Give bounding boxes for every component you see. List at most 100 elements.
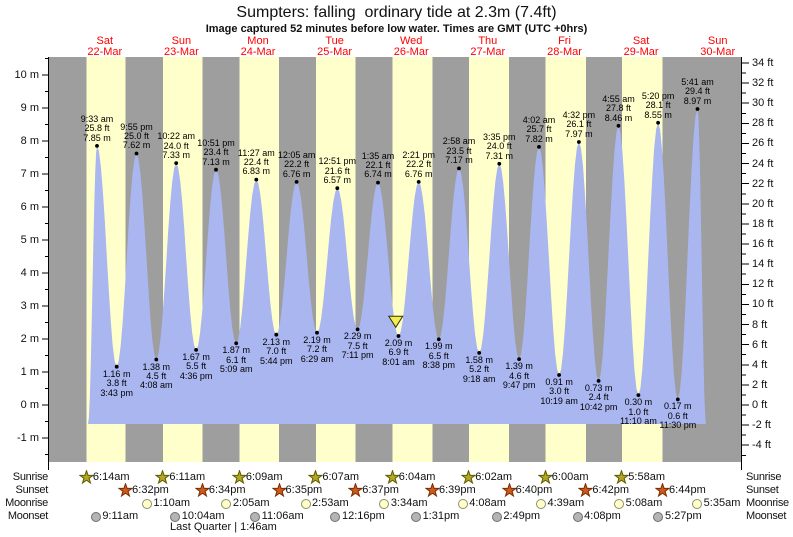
right-axis-tick-label: 12 ft — [752, 278, 774, 291]
high-tide-label: 9:33 am 25.8 ft 7.85 m — [65, 114, 129, 143]
tide-label-line: 8.46 m — [604, 112, 633, 123]
tide-curve-area — [88, 109, 706, 424]
tide-label-line: 8:38 pm — [422, 360, 456, 371]
moonrise-time: 5:08am — [625, 497, 663, 509]
day-header-label: Thu 27-Mar — [452, 36, 524, 57]
sunrise-time: 6:04am — [398, 470, 436, 483]
low-tide-dot — [315, 330, 319, 335]
day-header-label: Sat 22-Mar — [69, 36, 141, 57]
day-name: Sun — [707, 35, 728, 47]
low-tide-label: 1.67 m 5.5 ft 4:36 pm — [164, 352, 228, 381]
tide-label-line: 29.4 ft — [684, 86, 711, 97]
sunrise-star-icon — [384, 469, 400, 484]
tide-label-line: 4:08 am — [140, 380, 173, 391]
sunset-star-icon — [501, 482, 517, 497]
astro-row-label-left-moonset: Moonset — [7, 510, 48, 522]
high-tide-label: 12:51 pm 21.6 ft 6.57 m — [305, 156, 369, 185]
day-date: 22-Mar — [87, 45, 123, 58]
sunrise-star-icon — [384, 469, 400, 484]
tide-label-line: 6.76 m — [282, 168, 311, 179]
right-axis-tick-label: 24 ft — [752, 157, 774, 170]
day-header-label: Tue 25-Mar — [299, 36, 371, 57]
tide-label-line: 23.4 ft — [203, 147, 229, 158]
moonset-circle-icon — [250, 511, 261, 522]
day-header-label: Mon 24-Mar — [222, 36, 294, 57]
moonrise-circle-icon — [614, 498, 625, 509]
right-axis-tick-label: 6 ft — [752, 338, 768, 351]
low-tide-dot — [675, 397, 680, 402]
moonrise-time: 5:35am — [703, 497, 741, 509]
low-tide-dot — [274, 332, 279, 337]
sunset-time: 6:35pm — [285, 483, 323, 496]
moonset-time: 9:11am — [102, 510, 139, 522]
high-tide-dot — [335, 186, 340, 191]
low-tide-label: 1.39 m 4.6 ft 9:47 pm — [487, 361, 551, 390]
astro-row-label-right-sunrise: Sunrise — [746, 470, 782, 483]
sunrise-time: 5:58am — [628, 470, 665, 483]
left-axis-tick-label: -1 m — [17, 432, 39, 444]
moonset-time: 1:31pm — [422, 510, 460, 522]
day-name: Thu — [478, 35, 498, 47]
tide-label-line: 22.4 ft — [243, 157, 269, 167]
high-tide-dot — [656, 120, 660, 125]
tide-label-line: 7.0 ft — [266, 346, 287, 357]
moonset-time: 2:49pm — [503, 510, 541, 522]
low-tide-dot — [517, 357, 521, 361]
tide-label-line: 2.29 m — [343, 331, 372, 342]
tide-label-line: 4:02 am — [522, 114, 556, 125]
tide-label-line: 5.2 ft — [469, 364, 490, 375]
sunset-star-icon — [194, 482, 210, 497]
low-tide-label: 2.19 m 7.2 ft 6:29 am — [285, 334, 349, 364]
low-tide-label: 2.09 m 6.9 ft 8:01 am — [367, 338, 431, 367]
tide-label-line: 9:55 pm — [120, 121, 153, 132]
sunset-time: 6:32pm — [132, 483, 169, 496]
tide-label-line: 2.13 m — [262, 336, 291, 347]
tide-label-line: 6.1 ft — [226, 354, 247, 365]
right-axis-tick-label: 14 ft — [752, 258, 774, 271]
tide-label-line: 7.17 m — [445, 155, 473, 166]
moonset-circle-icon — [491, 511, 502, 522]
tide-label-line: 7.82 m — [525, 133, 553, 144]
tide-label-line: 5:20 pm — [641, 90, 675, 101]
tide-label-line: 7.97 m — [565, 128, 593, 139]
high-tide-label: 10:22 am 24.0 ft 7.33 m — [144, 131, 208, 160]
tide-label-line: 7.85 m — [83, 132, 111, 143]
sunrise-star-icon — [461, 469, 477, 484]
sunrise-time: 6:07am — [322, 470, 360, 483]
tide-label-line: 6.83 m — [242, 166, 271, 177]
sunset-star-icon — [655, 482, 671, 497]
sunset-star-icon — [348, 482, 364, 497]
moonset-circle-icon — [170, 511, 181, 522]
day-name: Mon — [247, 35, 269, 47]
tide-label-line: 1.39 m — [505, 361, 533, 372]
tide-label-line: 7.2 ft — [306, 344, 327, 355]
tide-label-line: 5.5 ft — [186, 361, 207, 372]
sunrise-time: 6:02am — [475, 470, 512, 483]
tide-label-line: 0.6 ft — [667, 410, 688, 421]
low-tide-dot — [154, 357, 159, 362]
tide-label-line: 5:41 am — [681, 77, 714, 87]
sunrise-star-icon — [155, 469, 171, 484]
sunrise-star-icon — [537, 469, 553, 484]
tide-label-line: 2.19 m — [303, 334, 331, 345]
tide-label-line: 12:05 am — [277, 149, 316, 160]
high-tide-label: 9:55 pm 25.0 ft 7.62 m — [105, 121, 169, 151]
right-axis-tick-label: 8 ft — [752, 318, 768, 331]
moonset-circle-icon — [572, 511, 583, 522]
sunset-star-icon — [348, 482, 364, 497]
day-header-label: Sun 30-Mar — [682, 36, 754, 57]
tide-label-line: 7.62 m — [122, 140, 151, 151]
day-date: 29-Mar — [623, 45, 659, 58]
right-axis-tick-label: 22 ft — [752, 177, 774, 190]
low-tide-dot — [436, 337, 441, 342]
tide-label-line: 7.13 m — [202, 156, 230, 167]
tide-label-line: 1.16 m — [102, 368, 131, 379]
tide-label-line: 2:21 pm — [402, 149, 435, 160]
moonrise-time: 4:08am — [469, 497, 506, 509]
moonrise-circle-icon — [457, 498, 468, 509]
high-tide-label: 4:32 pm 26.1 ft 7.97 m — [547, 110, 611, 139]
high-tide-label: 5:41 am 29.4 ft 8.97 m — [666, 77, 730, 106]
tide-label-line: 28.1 ft — [645, 100, 671, 111]
right-axis-tick-label: 20 ft — [752, 197, 774, 210]
sunset-star-icon — [501, 482, 517, 497]
